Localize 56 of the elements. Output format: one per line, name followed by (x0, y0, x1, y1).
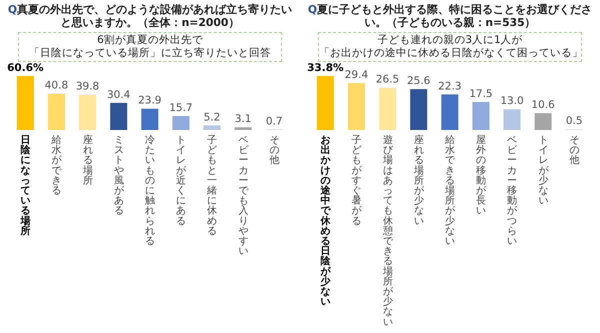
category-label: 子どもと一緒に休める (207, 135, 218, 237)
bar (48, 94, 65, 130)
data-label: 10.6 (531, 99, 556, 112)
data-label: 29.4 (344, 69, 368, 82)
data-label: 13.0 (500, 95, 524, 108)
text: 子ども連れの親の3人に1人が「お出かけの途中に休める日陰がなくて困っている」 (319, 34, 583, 60)
data-label: 3.1 (234, 113, 252, 126)
data-label: 17.5 (469, 88, 493, 100)
bar (172, 116, 190, 130)
category-label: 冷たいものに触れられる (145, 135, 155, 247)
x-tick-label: トイレが少ない (538, 135, 550, 207)
bar (348, 83, 365, 130)
category-label: 子どもがすぐ暑がる (352, 135, 362, 227)
category-label: 座れる場所が少ない (414, 135, 424, 227)
category-label: ベビーカー移動がつらい (507, 135, 518, 247)
text: 6割が真夏の外出先で「日陰になっている場所」に立ち寄りたいと回答 (19, 34, 281, 60)
bar (472, 102, 490, 130)
bar (379, 88, 396, 130)
bar (441, 94, 458, 130)
data-label: 23.9 (138, 94, 162, 107)
category-label: トイレが近くにある (176, 135, 186, 227)
x-tick-label: 屋外の移動が長い (476, 135, 488, 217)
data-label: 0.5 (566, 115, 583, 128)
data-label: 22.3 (438, 80, 462, 92)
x-tick-label: 給水ができる (50, 134, 63, 196)
data-label: 25.6 (406, 75, 431, 88)
x-tick-label: その他 (269, 135, 280, 166)
category-label: ベビーカーでも入りやすい (238, 135, 248, 258)
bar (141, 108, 158, 130)
data-label: 5.2 (204, 111, 220, 124)
data-label: 60.6% (7, 62, 44, 74)
x-tick-label: 座れる場所 (82, 134, 93, 186)
bar (110, 102, 128, 130)
x-tick-label: その他 (569, 135, 580, 166)
bar (204, 125, 221, 130)
bar (534, 113, 552, 130)
data-label: 33.8% (307, 62, 344, 74)
chart-title: Q夏に子どもと外出する際、特に困ることをお選びください。（子どものいる親：n=535） (306, 3, 594, 29)
bar (504, 109, 521, 130)
data-label: 15.7 (169, 102, 193, 114)
data-label: 30.4 (106, 88, 131, 101)
category-label: 遊び場はあっても休憩できる場所が少ない (382, 135, 393, 328)
category-label: 給水できる場所が少ない (445, 135, 455, 247)
data-label: 40.8 (44, 80, 68, 92)
bar (16, 76, 34, 130)
data-label: 0.7 (266, 115, 283, 128)
bar (410, 89, 428, 130)
category-label: 日陰になっている場所 (20, 135, 31, 237)
bar (234, 127, 252, 130)
x-tick-label: ミストや風がある (114, 135, 125, 217)
chart-title: Q真夏の外出先で、どのような設備があれば立ち寄りたいと思いますか。（全体：n=2000） (6, 3, 294, 29)
data-label: 39.8 (76, 80, 100, 93)
bar (79, 94, 96, 130)
category-label: お出かけの途中で休める日陰が少ない (320, 135, 331, 308)
bar (316, 76, 334, 130)
data-label: 26.5 (376, 74, 400, 86)
